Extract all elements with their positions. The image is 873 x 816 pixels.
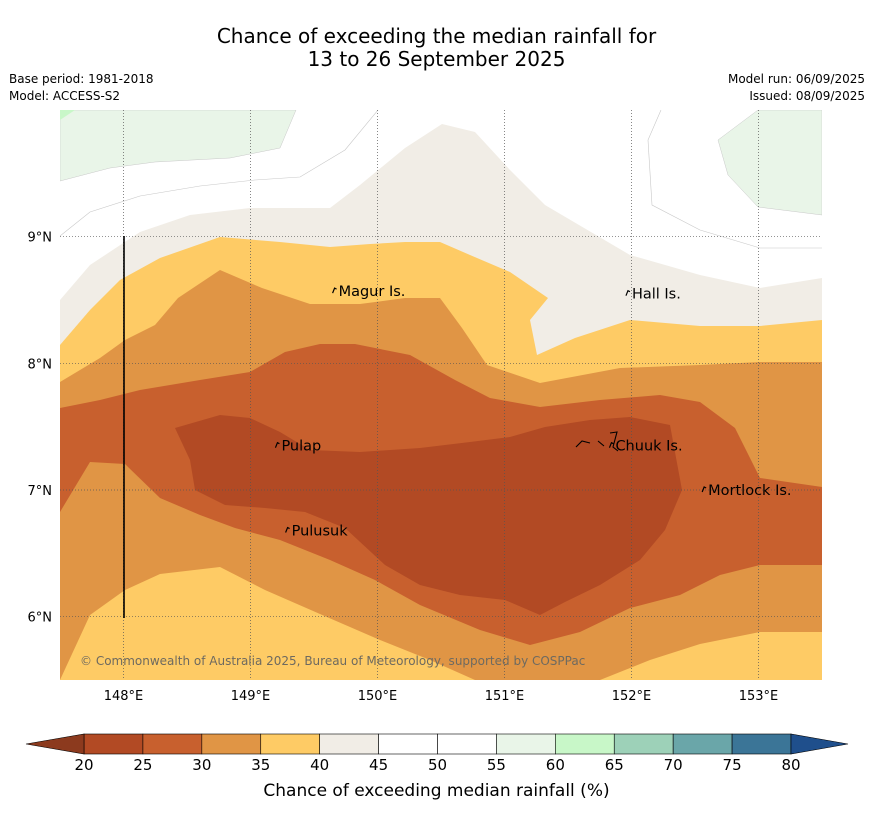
colorbar-tick-label: 60	[545, 756, 565, 774]
copyright-text: © Commonwealth of Australia 2025, Bureau…	[80, 654, 585, 668]
colorbar-tick-label: 35	[251, 756, 271, 774]
colorbar-swatch	[260, 733, 320, 755]
band-55-60-northwest	[60, 110, 297, 182]
colorbar-swatch	[378, 733, 438, 755]
colorbar-tick-label: 45	[369, 756, 389, 774]
colorbar-swatch	[83, 733, 144, 755]
place-label: Pulusuk	[292, 524, 349, 540]
colorbar-swatch	[496, 733, 556, 755]
tick-labels: 148°E 149°E 150°E 151°E 152°E 153°E 6°N 7°N 8°N 9…	[28, 231, 779, 704]
contour-50-east	[647, 110, 822, 249]
island-marks	[274, 287, 707, 533]
colorbar-over-arrow	[790, 733, 849, 755]
lon-tick-label: 149°E	[231, 689, 271, 704]
colorbar-swatch	[201, 733, 262, 755]
colorbar-swatch	[142, 733, 203, 755]
model-name: Model: ACCESS-S2	[9, 89, 121, 103]
place-label: Pulap	[281, 439, 321, 455]
issued-date: Issued: 08/09/2025	[749, 89, 865, 103]
band-20-25	[175, 415, 682, 615]
island-mark	[701, 486, 707, 493]
colorbar-title: Chance of exceeding median rainfall (%)	[263, 781, 610, 801]
island-mark	[625, 289, 631, 296]
band-60-65	[60, 110, 75, 120]
colorbar-swatch	[731, 733, 792, 755]
colorbar-tick-label: 80	[781, 756, 801, 774]
island-mark	[608, 441, 614, 448]
colorbar-swatch	[555, 733, 615, 755]
island-mark	[274, 441, 280, 448]
place-label: Magur Is.	[339, 284, 406, 300]
place-label: Chuuk Is.	[615, 439, 682, 455]
colorbar-swatch	[613, 733, 674, 755]
map-title-line2: 13 to 26 September 2025	[307, 47, 566, 71]
colorbar-tick-label: 20	[74, 756, 94, 774]
band-35-40-southeast	[600, 632, 822, 680]
colorbar-tick-label: 40	[310, 756, 330, 774]
colorbar	[25, 733, 849, 755]
colorbar-tick-label: 50	[427, 756, 448, 774]
colorbar-swatch	[319, 733, 379, 755]
lon-tick-label: 152°E	[612, 689, 652, 704]
place-labels: Magur Is. Hall Is. Pulap Chuuk Is. Mortlock …	[281, 284, 791, 539]
lat-tick-label: 6°N	[28, 611, 53, 626]
chuuk-lagoon-outline	[575, 431, 619, 452]
lon-tick-label: 151°E	[485, 689, 525, 704]
gridlines	[60, 110, 822, 680]
rainfall-contours	[60, 110, 822, 680]
colorbar-tick-label: 55	[486, 756, 506, 774]
lat-tick-label: 7°N	[28, 484, 53, 499]
colorbar-tick-label: 70	[663, 756, 683, 774]
lon-tick-label: 150°E	[358, 689, 398, 704]
place-label: Hall Is.	[632, 287, 681, 303]
contour-50-west	[60, 110, 379, 237]
lon-tick-label: 148°E	[104, 689, 144, 704]
base-period: Base period: 1981-2018	[9, 72, 154, 86]
colorbar-swatch	[437, 733, 497, 755]
colorbar-under-arrow	[25, 733, 85, 755]
island-mark	[285, 526, 290, 533]
lat-tick-label: 8°N	[28, 357, 53, 372]
lat-tick-label: 9°N	[28, 231, 53, 246]
place-label: Mortlock Is.	[708, 483, 791, 499]
lon-tick-label: 153°E	[739, 689, 779, 704]
colorbar-tick-label: 75	[722, 756, 742, 774]
island-mark	[332, 287, 337, 294]
colorbar-tick-label: 65	[604, 756, 624, 774]
model-run: Model run: 06/09/2025	[727, 72, 865, 86]
band-55-60-northeast	[717, 110, 822, 216]
map-title-line1: Chance of exceeding the median rainfall …	[216, 24, 657, 48]
colorbar-swatch	[672, 733, 733, 755]
colorbar-tick-label: 25	[133, 756, 153, 774]
colorbar-tick-label: 30	[192, 756, 212, 774]
band-35-40-south	[60, 567, 475, 680]
